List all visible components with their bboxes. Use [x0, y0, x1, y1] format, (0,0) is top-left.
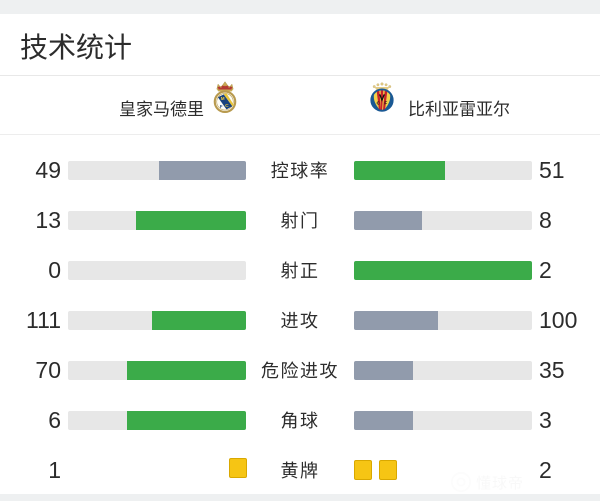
svg-text:C: C: [377, 101, 381, 107]
svg-text:F: F: [384, 101, 387, 107]
svg-text:C: C: [225, 103, 229, 109]
svg-text:F: F: [220, 104, 223, 109]
svg-text:M: M: [221, 96, 225, 101]
